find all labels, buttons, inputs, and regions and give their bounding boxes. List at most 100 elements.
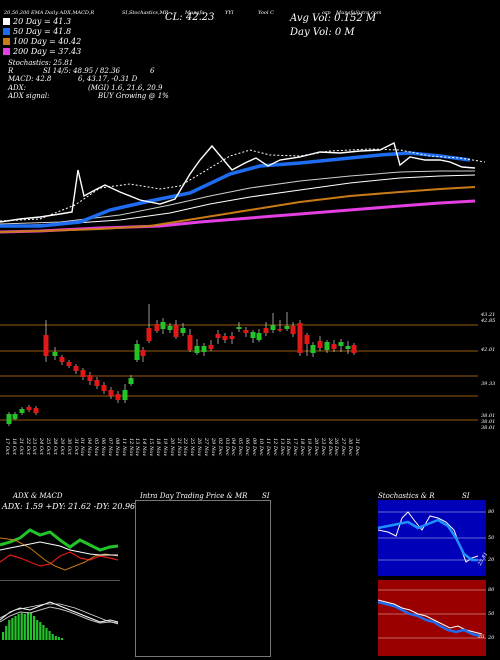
date-label: 13 Nov bbox=[134, 438, 141, 457]
macd-histogram-bar bbox=[20, 613, 23, 640]
day-volume: Day Vol: 0 M bbox=[290, 27, 355, 38]
date-label: 27 Dec bbox=[340, 438, 347, 456]
adx-lines bbox=[0, 528, 119, 571]
si-extra: 6 bbox=[150, 67, 155, 75]
candle-body bbox=[160, 322, 166, 329]
date-label: 17 Oct bbox=[4, 438, 10, 455]
candle-body bbox=[73, 366, 79, 371]
adx-readout: ADX: 1.59 +DY: 21.62 -DY: 20.96 bbox=[2, 502, 136, 511]
candle-body bbox=[94, 380, 100, 386]
header-stoch-label: SI,Stochastics,MR bbox=[122, 10, 169, 16]
header-munafa-label: Munafa bbox=[185, 10, 205, 16]
macd-readout: MACD: 42.8 bbox=[8, 75, 52, 83]
date-label: 25 Oct bbox=[45, 438, 52, 455]
date-label: 27 Nov bbox=[203, 438, 210, 457]
candle-body bbox=[146, 328, 152, 341]
date-label: 24 Oct bbox=[38, 438, 45, 455]
date-label: 05 Nov bbox=[93, 438, 100, 457]
date-label: 20 Dec bbox=[312, 438, 319, 456]
candle-body bbox=[201, 346, 207, 352]
macd-histogram-bar bbox=[48, 631, 51, 640]
rsi-axis-80: 80 bbox=[488, 587, 495, 593]
legend-ema100-label: 100 Day = 40.42 bbox=[13, 37, 82, 46]
date-label: 02 Dec bbox=[216, 438, 223, 456]
macd-histogram-bar bbox=[60, 638, 64, 640]
ema100-line bbox=[0, 186, 476, 233]
candle-body bbox=[122, 390, 128, 400]
candle-body bbox=[154, 324, 160, 331]
candle-body bbox=[331, 344, 337, 349]
adx-signal-label: ADX signal: bbox=[8, 92, 50, 100]
macd-histogram-bar bbox=[14, 616, 17, 640]
candle-body bbox=[229, 336, 235, 339]
legend-ema50-label: 50 Day = 41.8 bbox=[13, 27, 72, 36]
candle-body bbox=[222, 336, 228, 340]
legend-ema50: 50 Day = 41.8 bbox=[3, 27, 71, 36]
date-label: 25 Nov bbox=[189, 438, 196, 457]
date-label: 17 Dec bbox=[292, 438, 299, 456]
stoch-axis-80: 80 bbox=[488, 509, 495, 515]
ema50-line bbox=[0, 151, 471, 228]
candle-body bbox=[52, 352, 58, 356]
intraday-panel bbox=[135, 500, 271, 657]
date-label: 18 Dec bbox=[299, 438, 306, 456]
ema20-line bbox=[0, 148, 486, 222]
rsi-signal-line bbox=[377, 600, 481, 638]
candle-body bbox=[297, 323, 303, 353]
price-axis-label: 42.01 bbox=[481, 347, 496, 353]
close-price: CL: 42.23 bbox=[165, 12, 215, 23]
si-readout: SI 14/5: 48.95 / 82.36 bbox=[43, 67, 120, 75]
date-label: 18 Nov bbox=[154, 438, 161, 457]
rsi-value: 20 bbox=[478, 634, 485, 640]
candle-body bbox=[167, 326, 173, 330]
date-label: 31 Oct bbox=[72, 438, 79, 455]
candle-body bbox=[43, 335, 49, 356]
date-label: 04 Dec bbox=[230, 438, 237, 456]
date-label: 12 Nov bbox=[127, 438, 134, 457]
legend-ema20: 20 Day = 41.3 bbox=[3, 17, 71, 26]
header-website: MunafaSutra.com bbox=[336, 10, 382, 16]
date-label: 14 Nov bbox=[141, 438, 148, 457]
date-label: 19 Nov bbox=[161, 438, 168, 457]
candle-body bbox=[108, 390, 114, 396]
date-label: 21 Nov bbox=[175, 438, 182, 457]
date-label: 11 Dec bbox=[264, 438, 271, 456]
candle-body bbox=[284, 326, 290, 329]
stochastics-readout: Stochastics: 25.81 bbox=[8, 59, 74, 67]
date-label: 05 Dec bbox=[237, 438, 244, 456]
header-adx-label: Daily ADX,MACD,R bbox=[45, 10, 95, 16]
avg-volume: Avg Vol: 0.152 M bbox=[290, 13, 377, 24]
candle-body bbox=[277, 329, 283, 331]
intraday-si: SI bbox=[262, 492, 270, 500]
legend-ema20-label: 20 Day = 41.3 bbox=[13, 17, 72, 26]
macd-chart bbox=[0, 601, 119, 640]
candle-body bbox=[187, 335, 193, 350]
candle-body bbox=[80, 370, 86, 377]
candle-body bbox=[324, 342, 330, 350]
price-axis-label: 38.01 bbox=[481, 413, 496, 419]
date-label: 24 Dec bbox=[326, 438, 333, 456]
date-label: 23 Oct bbox=[31, 438, 38, 455]
adx-plus-di bbox=[0, 528, 119, 552]
macd-histogram-bar bbox=[42, 625, 45, 640]
rsi-axis-20: 20 bbox=[488, 635, 495, 641]
candle-body bbox=[59, 357, 65, 362]
legend-ema20-swatch bbox=[3, 18, 10, 25]
macd-line bbox=[0, 601, 119, 623]
legend-ema100-swatch bbox=[3, 38, 10, 45]
date-label: 15 Nov bbox=[148, 438, 155, 457]
candle-body bbox=[208, 345, 214, 349]
date-label: 22 Oct bbox=[24, 438, 31, 455]
adx-label: ADX: bbox=[8, 84, 27, 92]
candle-body bbox=[128, 378, 134, 384]
ema-chart bbox=[0, 141, 486, 234]
macd-histogram-bar bbox=[45, 628, 48, 640]
candle-body bbox=[351, 345, 357, 353]
macd-histogram-bar bbox=[26, 612, 29, 640]
price-axis-label: 43.21 bbox=[481, 312, 496, 318]
stoch-axis-50: 50 bbox=[488, 535, 495, 541]
candle-body bbox=[26, 407, 32, 410]
candle-body bbox=[6, 414, 12, 424]
legend-ema200-swatch bbox=[3, 48, 10, 55]
date-label: 10 Dec bbox=[257, 438, 264, 456]
